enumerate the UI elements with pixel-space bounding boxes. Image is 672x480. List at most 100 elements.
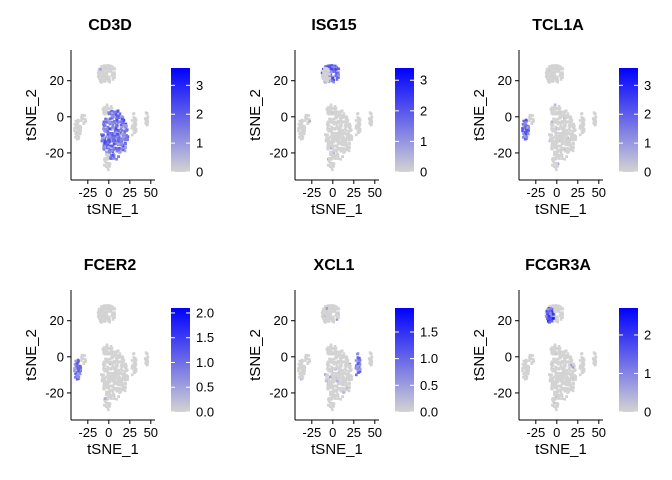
scatter-point <box>104 361 108 364</box>
scatter-point <box>556 405 559 408</box>
scatter-point <box>120 125 124 129</box>
panel-title: TCL1A <box>532 17 584 34</box>
scatter-point <box>334 314 337 318</box>
scatter-point <box>134 368 138 371</box>
scatter-point <box>335 78 339 81</box>
scatter-point <box>113 374 116 377</box>
scatter-point <box>521 127 524 130</box>
scatter-point <box>562 368 566 372</box>
x-tick-label: 50 <box>592 425 606 440</box>
scatter-point <box>593 360 596 363</box>
scatter-point <box>111 355 115 359</box>
scatter-point <box>553 103 557 107</box>
scatter-point <box>350 378 353 381</box>
scatter-point <box>132 112 135 116</box>
scatter-point <box>100 377 104 381</box>
scatter-point <box>102 79 106 83</box>
scatter-point <box>571 138 575 142</box>
scatter-point <box>104 64 107 67</box>
scatter-point <box>336 155 340 159</box>
scatter-point <box>110 111 114 115</box>
scatter-point <box>557 132 561 135</box>
scatter-point <box>74 372 77 376</box>
scatter-point <box>108 307 112 311</box>
scatter-point <box>102 376 106 380</box>
scatter-point <box>559 150 563 154</box>
scatter-point <box>105 72 109 76</box>
scatter-point <box>532 360 535 363</box>
scatter-point <box>331 378 335 382</box>
scatter-point <box>121 144 125 148</box>
scatter-point <box>322 71 326 75</box>
scatter-point <box>75 374 79 377</box>
scatter-point <box>345 378 349 381</box>
scatter-point <box>106 397 109 401</box>
scatter-point <box>329 405 332 408</box>
scatter-point <box>132 362 136 365</box>
scatter-point <box>104 112 108 116</box>
scatter-point <box>102 163 106 167</box>
scatter-point <box>122 363 125 367</box>
colorbar-tick-label: 3 <box>196 78 203 93</box>
scatter-point <box>104 161 108 165</box>
scatter-point <box>335 311 338 315</box>
scatter-point <box>329 343 333 347</box>
scatter-point <box>344 355 348 358</box>
scatter-point <box>325 307 328 310</box>
scatter-point <box>345 372 348 376</box>
scatter-point <box>326 376 330 380</box>
scatter-point <box>115 149 119 153</box>
scatter-point <box>332 80 335 84</box>
scatter-point <box>104 397 107 400</box>
scatter-point <box>77 376 81 379</box>
scatter-point <box>547 68 550 71</box>
scatter-point <box>559 76 563 79</box>
scatter-point <box>565 114 568 118</box>
scatter-point <box>111 139 115 143</box>
scatter-point <box>339 364 343 367</box>
scatter-point <box>337 114 340 118</box>
x-tick-label: -25 <box>302 185 321 200</box>
scatter-point <box>565 382 568 386</box>
scatter-point <box>331 306 334 309</box>
scatter-point <box>306 362 309 365</box>
scatter-point <box>334 307 338 311</box>
scatter-point <box>345 135 349 139</box>
scatter-point <box>109 132 113 135</box>
scatter-point <box>105 165 108 168</box>
scatter-point <box>350 138 353 141</box>
scatter-point <box>348 364 351 367</box>
scatter-point <box>350 375 354 378</box>
scatter-point <box>331 408 334 412</box>
scatter-point <box>555 385 558 389</box>
scatter-point <box>566 360 570 363</box>
scatter-point <box>103 127 106 131</box>
scatter-point <box>110 354 114 358</box>
scatter-point <box>300 358 304 362</box>
scatter-point <box>563 358 567 362</box>
scatter-point <box>326 346 330 349</box>
scatter-point <box>564 349 568 353</box>
scatter-point <box>108 357 112 361</box>
scatter-point <box>77 134 80 137</box>
scatter-point <box>524 365 527 368</box>
scatter-point <box>348 367 352 370</box>
scatter-point <box>103 380 107 383</box>
scatter-point <box>326 79 330 83</box>
scatter-point <box>544 71 548 75</box>
scatter-point <box>581 358 584 362</box>
scatter-point <box>114 139 117 142</box>
scatter-point <box>348 376 351 379</box>
scatter-point <box>113 67 116 70</box>
scatter-point <box>339 118 343 122</box>
scatter-point <box>102 310 106 313</box>
scatter-point <box>327 127 330 131</box>
scatter-point <box>103 381 107 385</box>
scatter-point <box>126 378 129 381</box>
scatter-point <box>348 382 351 386</box>
scatter-point <box>337 307 340 310</box>
scatter-point <box>347 373 350 376</box>
scatter-point <box>336 157 340 160</box>
